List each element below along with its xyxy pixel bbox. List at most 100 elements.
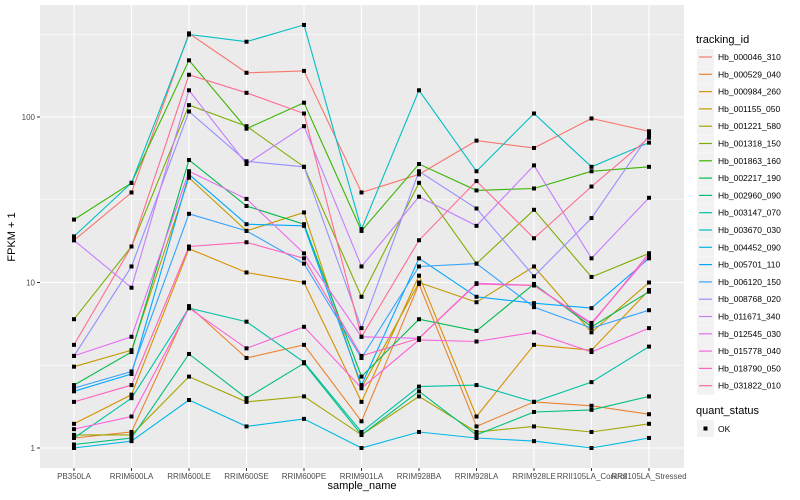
data-point xyxy=(532,186,536,191)
data-point xyxy=(647,164,651,169)
data-point xyxy=(589,326,594,331)
data-point xyxy=(302,164,306,169)
data-point xyxy=(302,100,306,105)
legend-label: Hb_003670_030 xyxy=(718,225,781,235)
data-point xyxy=(129,264,134,269)
data-point xyxy=(187,157,191,162)
data-point xyxy=(302,416,306,421)
y-tick-label: 10 xyxy=(26,279,35,288)
data-point xyxy=(359,264,364,269)
data-point xyxy=(129,383,134,388)
data-point xyxy=(187,175,191,180)
data-point xyxy=(474,223,479,228)
data-point xyxy=(532,424,536,429)
data-point xyxy=(647,308,651,313)
data-point xyxy=(359,429,364,434)
data-point xyxy=(474,138,479,143)
data-point xyxy=(187,169,191,174)
data-point xyxy=(187,109,191,114)
data-point xyxy=(244,70,249,75)
data-point xyxy=(359,294,364,299)
data-point xyxy=(359,419,364,424)
legend-label: Hb_012545_030 xyxy=(718,329,781,339)
data-point xyxy=(302,251,306,256)
data-point xyxy=(417,264,421,269)
data-point xyxy=(187,351,191,356)
data-point xyxy=(532,399,536,404)
data-point xyxy=(474,414,479,419)
legend-label: Hb_000529_040 xyxy=(718,69,781,79)
legend-label: Hb_011671_340 xyxy=(718,312,781,322)
data-point xyxy=(589,164,594,169)
data-point xyxy=(589,403,594,408)
data-point xyxy=(474,328,479,333)
data-point xyxy=(129,285,134,290)
data-point xyxy=(187,244,191,249)
data-point xyxy=(589,256,594,261)
legend: tracking_id Hb_000046_310 Hb_000529_040 Hb_… xyxy=(696,34,781,437)
data-point xyxy=(417,384,421,389)
data-point xyxy=(359,334,364,339)
data-point xyxy=(302,22,306,27)
data-point xyxy=(187,172,191,177)
data-point xyxy=(647,132,651,137)
data-point xyxy=(474,179,479,184)
data-point xyxy=(359,326,364,331)
axes: 1 10 100 PB350LA RRIM600LA RRIM600LE RRIM600SE… xyxy=(22,113,687,481)
legend-label: Hb_000984_260 xyxy=(718,87,781,97)
data-point xyxy=(187,211,191,216)
data-point xyxy=(647,256,651,261)
data-point xyxy=(129,414,134,419)
data-point xyxy=(647,251,651,256)
data-point xyxy=(532,283,536,288)
data-point xyxy=(302,394,306,399)
data-point xyxy=(417,280,421,285)
data-point xyxy=(187,304,191,309)
legend-label: Hb_018790_050 xyxy=(718,363,781,373)
data-point xyxy=(417,88,421,93)
data-point xyxy=(72,432,76,437)
data-point xyxy=(417,180,421,185)
data-point xyxy=(647,394,651,399)
legend2-title: quant_status xyxy=(696,405,759,417)
legend-label: Hb_031822_010 xyxy=(718,381,781,391)
data-point xyxy=(589,274,594,279)
x-tick-label: RRIM600LE xyxy=(167,472,211,481)
data-point xyxy=(187,58,191,63)
data-point xyxy=(589,350,594,355)
x-tick-label: RRII105LA_Stressed xyxy=(611,472,686,481)
data-point xyxy=(129,439,134,444)
data-point xyxy=(589,446,594,450)
data-point xyxy=(359,355,364,360)
data-point xyxy=(72,421,76,426)
legend-label: Hb_004452_090 xyxy=(718,242,781,252)
data-point xyxy=(129,334,134,339)
data-point xyxy=(532,207,536,212)
data-point xyxy=(359,446,364,450)
data-point xyxy=(417,336,421,341)
data-point xyxy=(244,424,249,429)
data-point xyxy=(532,145,536,150)
data-point xyxy=(474,294,479,299)
data-point xyxy=(417,194,421,199)
legend-label: Hb_008768_020 xyxy=(718,294,781,304)
data-point xyxy=(359,353,364,358)
data-point xyxy=(244,203,249,208)
data-point xyxy=(417,273,421,278)
legend-title: tracking_id xyxy=(696,34,749,46)
data-point xyxy=(302,280,306,285)
data-point xyxy=(302,68,306,73)
x-tick-label: RRIM901LA xyxy=(340,472,384,481)
data-point xyxy=(647,344,651,349)
data-point xyxy=(532,236,536,241)
x-axis-title: sample_name xyxy=(327,480,396,492)
data-point xyxy=(647,280,651,285)
data-point xyxy=(244,162,249,167)
data-point xyxy=(72,386,76,391)
legend-label: Hb_006120_150 xyxy=(718,277,781,287)
data-point xyxy=(647,412,651,417)
data-point xyxy=(417,389,421,394)
data-point xyxy=(359,374,364,379)
data-point xyxy=(187,306,191,311)
data-point xyxy=(187,397,191,402)
